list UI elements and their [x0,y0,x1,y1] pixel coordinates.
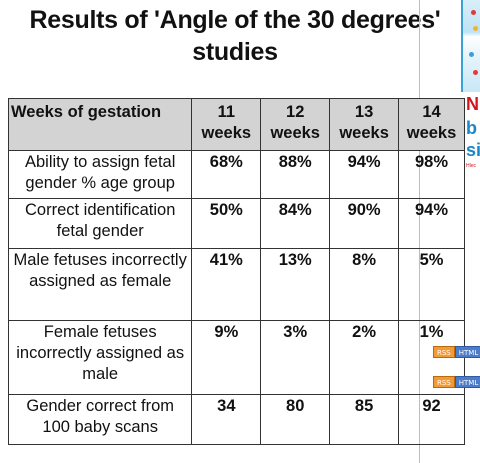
side-advertisement[interactable]: N b si Hlec [461,0,480,172]
table-cell: 92 [398,394,465,445]
results-table: Weeks of gestation 11 weeks 12 weeks 13 … [7,98,465,445]
table-cell: 88% [260,150,331,199]
table-cell: 85 [329,394,400,445]
table-cell: 8% [329,248,400,321]
header-week-12: 12 weeks [260,98,331,151]
table-cell: 9% [191,320,262,395]
ad-dot [473,26,478,31]
rss-label: RSS [433,346,455,358]
header-week-14: 14 weeks [398,98,465,151]
rss-feed-badge[interactable]: RSS HTML [433,376,480,388]
ad-dot [469,52,474,57]
row-label: Correct identification fetal gender [7,198,193,249]
table-row: Correct identification fetal gender 50% … [7,198,465,249]
table-cell: 80 [260,394,331,445]
table-cell: 5% [398,248,465,321]
row-label: Male fetuses incorrectly assigned as fem… [7,248,193,321]
week-number: 13 [354,103,374,121]
week-number: 12 [286,103,305,121]
table-cell: 94% [398,198,465,249]
table-row: Ability to assign fetal gender % age gro… [7,150,465,199]
table-row: Female fetuses incorrectly assigned as m… [7,320,465,395]
ad-image [461,0,480,92]
ad-dot [473,70,478,75]
title-line-1: Results of 'Angle of the 30 degrees' [29,6,441,34]
rss-label: RSS [433,376,455,388]
table-cell: 50% [191,198,262,249]
table-cell: 94% [329,150,400,199]
ad-text-4: Hlec [466,163,477,169]
table-cell: 3% [260,320,331,395]
html-label: HTML [454,376,480,388]
title-line-2: studies [192,38,278,66]
table-cell: 68% [191,150,262,199]
week-unit: weeks [339,124,389,142]
table-row: Gender correct from 100 baby scans 34 80… [7,394,465,445]
table-cell: 34 [191,394,262,445]
rss-feed-badge[interactable]: RSS HTML [433,346,480,358]
header-week-11: 11 weeks [191,98,262,151]
week-unit: weeks [270,124,320,142]
ad-dot [471,10,476,15]
ad-text-2: b [466,118,477,138]
row-label: Ability to assign fetal gender % age gro… [7,150,193,199]
header-weeks-of-gestation: Weeks of gestation [7,98,193,151]
table-cell: 41% [191,248,262,321]
table-cell: 90% [329,198,400,249]
table-cell: 98% [398,150,465,199]
html-label: HTML [454,346,480,358]
row-label: Gender correct from 100 baby scans [7,394,193,445]
table-row: Male fetuses incorrectly assigned as fem… [7,248,465,321]
ad-text-3: si [466,140,480,160]
ad-text-1: N [466,94,479,114]
week-unit: weeks [406,124,457,142]
week-number: 11 [217,103,236,121]
header-week-13: 13 weeks [329,98,400,151]
table-cell: 2% [329,320,400,395]
table-header-row: Weeks of gestation 11 weeks 12 weeks 13 … [7,98,465,151]
week-unit: weeks [201,124,252,142]
week-number: 14 [422,103,441,121]
row-label: Female fetuses incorrectly assigned as m… [7,320,193,395]
table-cell: 84% [260,198,331,249]
page-title: Results of 'Angle of the 30 degrees' stu… [0,4,470,68]
table-cell: 13% [260,248,331,321]
